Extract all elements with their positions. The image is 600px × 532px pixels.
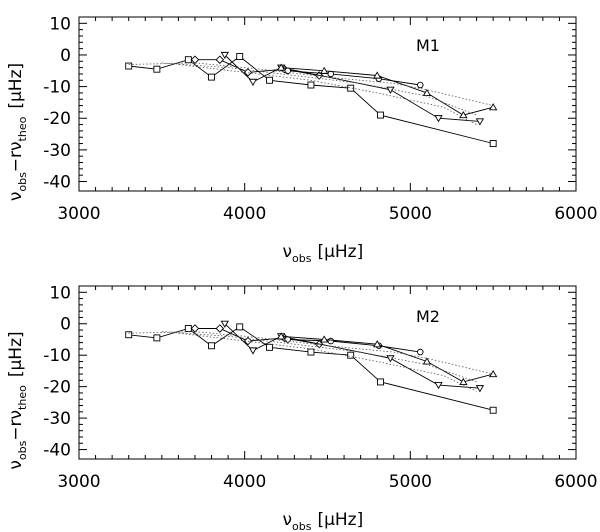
y-tick-label: -40 (43, 441, 71, 461)
data-point-squares (208, 342, 215, 350)
data-point-up-triangles (488, 103, 498, 111)
y-tick-label: 0 (60, 315, 71, 335)
y-tick-label: 10 (49, 14, 71, 34)
data-point-squares (347, 351, 355, 359)
y-tick-label: 10 (49, 283, 71, 303)
y-tick-label: -40 (43, 173, 71, 193)
panel-label: M1 (416, 36, 440, 55)
series-line-model-dotted-1 (128, 62, 494, 106)
data-point-circles (417, 81, 424, 89)
x-tick-label: 6000 (554, 472, 597, 492)
x-tick-label: 5000 (389, 472, 432, 492)
data-point-up-triangles (373, 340, 382, 348)
series-line-down-triangles (224, 54, 480, 122)
data-point-squares (377, 111, 384, 119)
data-point-up-triangles (276, 63, 286, 71)
x-axis-label: νobs [μHz] (283, 242, 364, 265)
series-line-up-triangles (281, 335, 494, 383)
y-tick-label: 0 (60, 46, 71, 66)
data-point-up-triangles (422, 357, 432, 365)
data-point-up-triangles (373, 71, 382, 79)
data-point-squares (489, 406, 497, 414)
x-tick-label: 3000 (57, 204, 100, 224)
y-tick-label: -10 (43, 78, 71, 98)
data-point-diamonds (215, 55, 225, 64)
data-point-squares (307, 348, 315, 356)
data-point-squares (184, 325, 192, 332)
y-tick-label: -10 (43, 346, 71, 366)
panel-m2: 3000 4000 5000 6000 10 0 -10 -20 -30 -40 νobs [μHz]… (6, 283, 598, 532)
series-line-circles (287, 70, 421, 86)
x-axis-label: νobs [μHz] (283, 510, 364, 532)
data-point-up-triangles (276, 332, 286, 340)
series-line-diamonds (195, 328, 320, 345)
y-tick-label: -20 (43, 109, 71, 129)
data-point-circles (417, 348, 424, 356)
data-point-squares (347, 84, 355, 92)
data-point-down-triangles (220, 320, 229, 328)
data-point-squares (489, 140, 497, 147)
panel-m1: 3000 4000 5000 6000 10 0 -10 -20 -30 -40 νobs [μHz]… (6, 14, 598, 265)
data-point-down-triangles (475, 385, 485, 393)
data-point-squares (377, 378, 384, 386)
data-point-down-triangles (475, 118, 485, 126)
plot-frame (78, 16, 577, 192)
data-point-diamonds (190, 55, 200, 64)
data-point-down-triangles (248, 347, 258, 355)
data-point-up-triangles (320, 335, 329, 343)
y-axis-label: νobs−rνtheo[μHz] (6, 63, 29, 201)
data-point-squares (266, 343, 273, 351)
x-tick-label: 5000 (389, 204, 432, 224)
y-tick-label: -20 (43, 378, 71, 398)
y-axis-label: νobs−rνtheo[μHz] (6, 331, 29, 469)
x-tick-label: 4000 (223, 472, 266, 492)
data-point-diamonds (215, 324, 225, 333)
data-point-up-triangles (459, 377, 468, 385)
data-point-squares (307, 81, 315, 89)
x-tick-label: 6000 (554, 204, 597, 224)
panel-label: M2 (416, 307, 440, 326)
series-line-circles (287, 339, 421, 353)
data-point-squares (153, 65, 161, 73)
data-point-circles (327, 337, 335, 345)
data-point-up-triangles (320, 66, 329, 74)
data-point-squares (266, 76, 273, 84)
data-point-down-triangles (386, 86, 395, 94)
x-tick-label: 3000 (57, 472, 100, 492)
data-point-down-triangles (434, 115, 443, 123)
data-point-down-triangles (434, 382, 443, 390)
data-point-squares (125, 62, 133, 70)
data-point-squares (125, 331, 133, 339)
data-point-down-triangles (220, 51, 229, 60)
x-tick-label: 4000 (223, 204, 266, 224)
data-point-squares (208, 73, 215, 81)
y-tick-label: -30 (43, 141, 71, 161)
series-line-diamonds (195, 59, 320, 76)
data-point-down-triangles (386, 355, 395, 363)
y-tick-label: -30 (43, 409, 71, 429)
data-point-squares (184, 56, 192, 64)
data-point-squares (236, 53, 244, 60)
data-point-up-triangles (422, 88, 432, 96)
plot-frame (78, 285, 577, 460)
data-point-down-triangles (248, 78, 258, 86)
series-line-down-triangles (224, 323, 480, 389)
data-point-diamonds (190, 324, 200, 333)
data-point-squares (236, 323, 244, 331)
series-line-model-dotted-1 (128, 331, 494, 375)
series-line-up-triangles (281, 67, 494, 116)
series-line-squares (128, 326, 494, 411)
data-point-squares (153, 334, 161, 342)
